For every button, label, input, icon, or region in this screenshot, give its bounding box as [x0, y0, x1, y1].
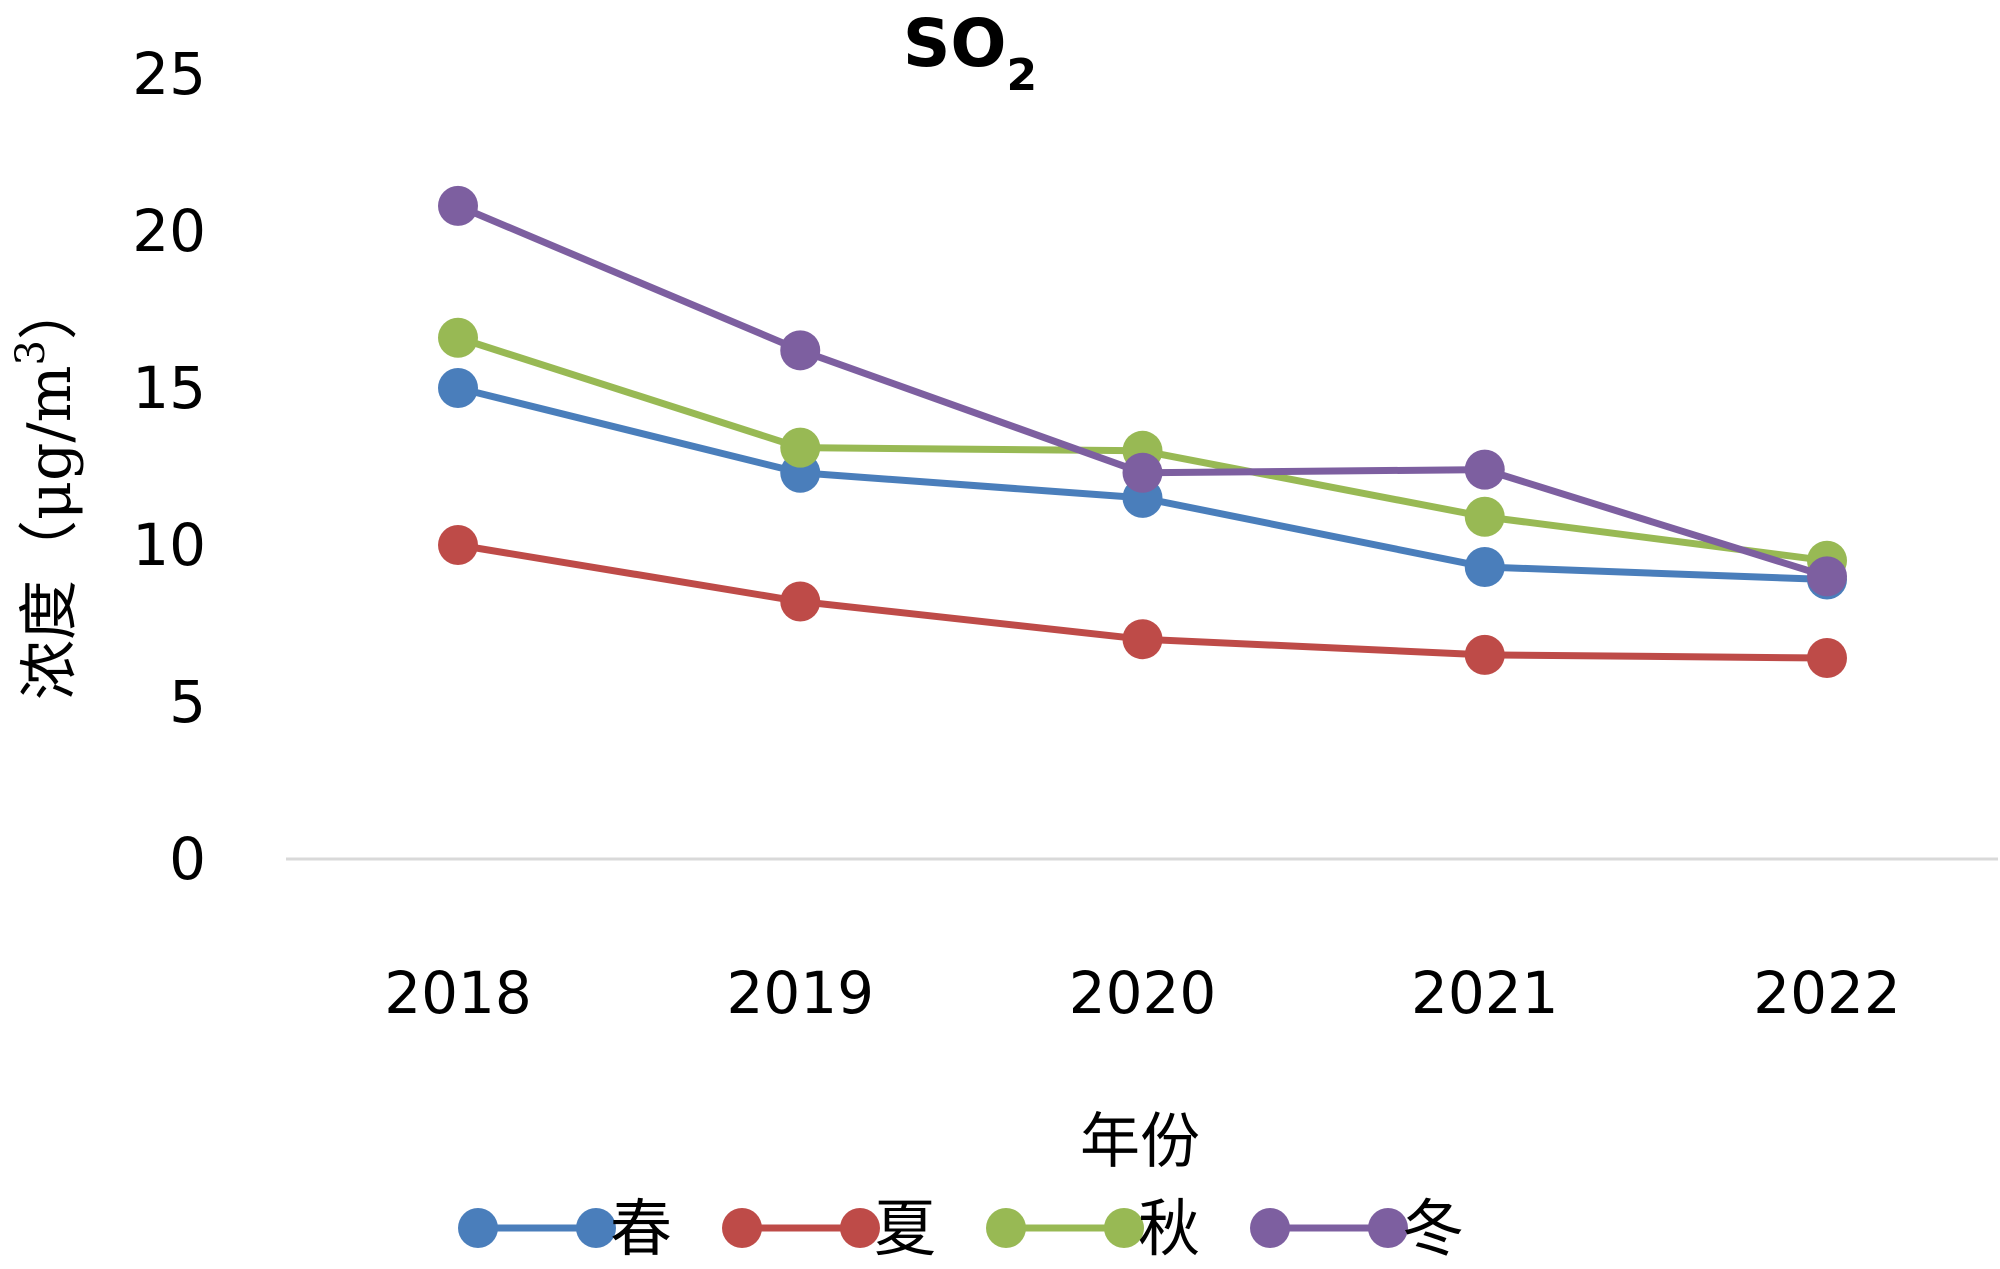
- legend-marker: [576, 1208, 616, 1248]
- data-point: [780, 330, 821, 371]
- x-tick-label: 2020: [1069, 959, 1217, 1027]
- y-tick-label: 20: [132, 197, 206, 265]
- chart-title: SO2: [903, 5, 1037, 101]
- series-layer: [438, 185, 1847, 679]
- data-point: [438, 185, 478, 226]
- legend-label: 春: [610, 1192, 672, 1265]
- y-axis-title-main: 浓度（μg/m: [15, 365, 85, 700]
- y-tick-label: 0: [169, 825, 206, 893]
- legend-marker: [986, 1208, 1026, 1248]
- data-point: [1464, 496, 1505, 537]
- legend: 春夏秋冬: [458, 1192, 1464, 1265]
- data-point: [438, 525, 478, 565]
- data-point: [780, 581, 821, 622]
- legend-item: 冬: [1250, 1192, 1464, 1265]
- data-point: [1464, 634, 1505, 675]
- y-tick-label: 10: [132, 511, 206, 579]
- legend-label: 夏: [874, 1192, 936, 1265]
- x-tick-label: 2021: [1411, 959, 1559, 1027]
- data-point: [438, 317, 478, 358]
- y-axis-title: 浓度（μg/m3）: [8, 280, 85, 700]
- legend-marker: [840, 1208, 880, 1248]
- data-point: [438, 368, 478, 408]
- y-axis-title-superscript: 3: [8, 340, 54, 365]
- data-point: [1464, 449, 1505, 490]
- y-axis-title-suffix: ）: [15, 280, 85, 340]
- series-3: [438, 317, 1847, 581]
- x-axis-ticks: 2018 2019 2020 2021 2022: [384, 959, 1901, 1027]
- legend-item: 春: [458, 1192, 672, 1265]
- legend-item: 秋: [986, 1192, 1200, 1265]
- series-2: [438, 525, 1847, 679]
- data-point: [1464, 546, 1505, 587]
- legend-marker: [1368, 1208, 1408, 1248]
- legend-label: 秋: [1138, 1192, 1200, 1265]
- svg-text:SO2: SO2: [903, 5, 1037, 101]
- legend-item: 夏: [722, 1192, 936, 1265]
- y-tick-label: 15: [132, 354, 206, 422]
- y-axis-ticks: 0 5 10 15 20 25: [132, 40, 206, 893]
- series-line: [456, 202, 1829, 580]
- legend-label: 冬: [1402, 1192, 1464, 1265]
- legend-marker: [1250, 1208, 1290, 1248]
- svg-text:浓度（μg/m3）: 浓度（μg/m3）: [8, 280, 85, 700]
- legend-marker: [458, 1208, 498, 1248]
- x-tick-label: 2022: [1753, 959, 1901, 1027]
- legend-marker: [722, 1208, 762, 1248]
- y-tick-label: 5: [169, 668, 206, 736]
- y-tick-label: 25: [132, 40, 206, 108]
- x-tick-label: 2018: [384, 959, 532, 1027]
- data-point: [1122, 619, 1163, 660]
- data-point: [1807, 556, 1847, 597]
- x-tick-label: 2019: [726, 959, 874, 1027]
- chart-title-subscript: 2: [1007, 50, 1038, 101]
- chart-title-main: SO: [903, 5, 1007, 82]
- data-point: [780, 427, 821, 468]
- data-point: [1807, 638, 1847, 679]
- x-axis-title: 年份: [1080, 1107, 1200, 1177]
- data-point: [1122, 452, 1163, 493]
- series-4: [438, 185, 1847, 597]
- legend-marker: [1104, 1208, 1144, 1248]
